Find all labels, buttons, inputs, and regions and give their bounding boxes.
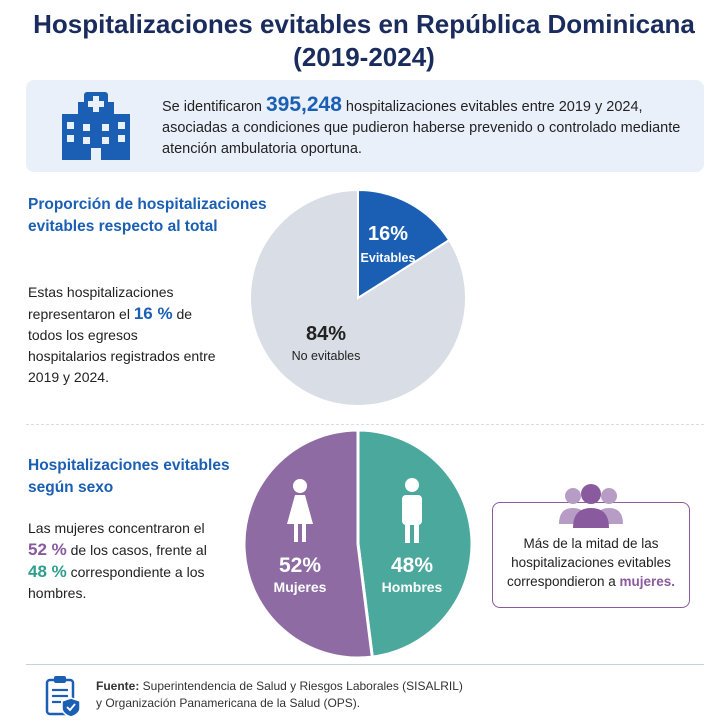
pie-value-label-mujeres: 52% [279, 554, 321, 577]
section-divider [26, 424, 704, 425]
pie-category-label-hombres: Hombres [382, 579, 443, 595]
pie-value-label-no-evitables: 84% [306, 323, 346, 345]
source-line-2: y Organización Panamericana de la Salud … [96, 696, 361, 710]
pie-chart-proportion: 16% Evitables 84% No evitables [249, 188, 467, 407]
source-label: Fuente: [96, 679, 140, 693]
pie-slice-mujeres [242, 428, 374, 660]
summary-text-before: Se identificaron [162, 99, 266, 115]
section2-title: Hospitalizaciones evitables según sexo [28, 457, 230, 496]
page-title: Hospitalizaciones evitables en República… [0, 8, 728, 74]
pie-slice-hombres [356, 428, 474, 659]
title-line-2: (2019-2024) [293, 42, 435, 72]
pie-category-label-no-evitables: No evitables [292, 349, 361, 363]
section1-title: Proporción de hospitalizaciones evitable… [28, 196, 267, 235]
woman-icon [287, 479, 313, 542]
hospital-icon [62, 92, 130, 160]
source-text: Fuente: Superintendencia de Salud y Ries… [96, 678, 463, 712]
section2-text: Las mujeres concentraron el 52 % de los … [28, 518, 208, 604]
pie-value-label-hombres: 48% [391, 554, 433, 577]
section2-text-c: correspondiente a los hombres. [28, 564, 205, 601]
source-line-1: Superintendencia de Salud y Riesgos Labo… [139, 679, 463, 693]
section1-text: Estas hospitalizaciones representaron el… [28, 282, 218, 388]
title-line-1: Hospitalizaciones evitables en República… [33, 9, 695, 39]
man-icon [402, 478, 422, 543]
callout-text: Más de la mitad de las hospitalizaciones… [496, 534, 686, 591]
group-people-icon [559, 484, 623, 528]
section2-text-a: Las mujeres concentraron el [28, 520, 205, 536]
callout-text-before: Más de la mitad de las hospitalizaciones… [506, 536, 671, 589]
summary-text: Se identificaron 395,248 hospitalizacion… [162, 94, 692, 160]
section1-text-before: Estas hospitalizaciones representaron el [28, 284, 174, 322]
clipboard-shield-icon [45, 676, 81, 718]
summary-text-after: hospitalizaciones evitables entre 2019 y… [162, 99, 681, 157]
pie-value-label-evitables: 16% [368, 223, 408, 245]
pie-chart-sex: 48% Hombres 52% Mujeres [242, 428, 474, 660]
section1-text-after: de todos los egresos hospitalarios regis… [28, 306, 216, 385]
men-highlight: 48 % [28, 562, 67, 581]
summary-banner [26, 80, 704, 172]
section2-text-b: de los casos, frente al [66, 542, 207, 558]
women-highlight: 52 % [28, 540, 67, 559]
footer-divider [26, 664, 704, 665]
pie-category-label-evitables: Evitables [361, 251, 416, 265]
pie-slice-no-evitables [249, 188, 467, 407]
section1-highlight: 16 % [133, 304, 173, 323]
pie-category-label-mujeres: Mujeres [274, 579, 327, 595]
callout-highlight: mujeres. [619, 574, 676, 589]
total-count: 395,248 [265, 93, 342, 116]
pie-slice-evitables [357, 188, 451, 300]
